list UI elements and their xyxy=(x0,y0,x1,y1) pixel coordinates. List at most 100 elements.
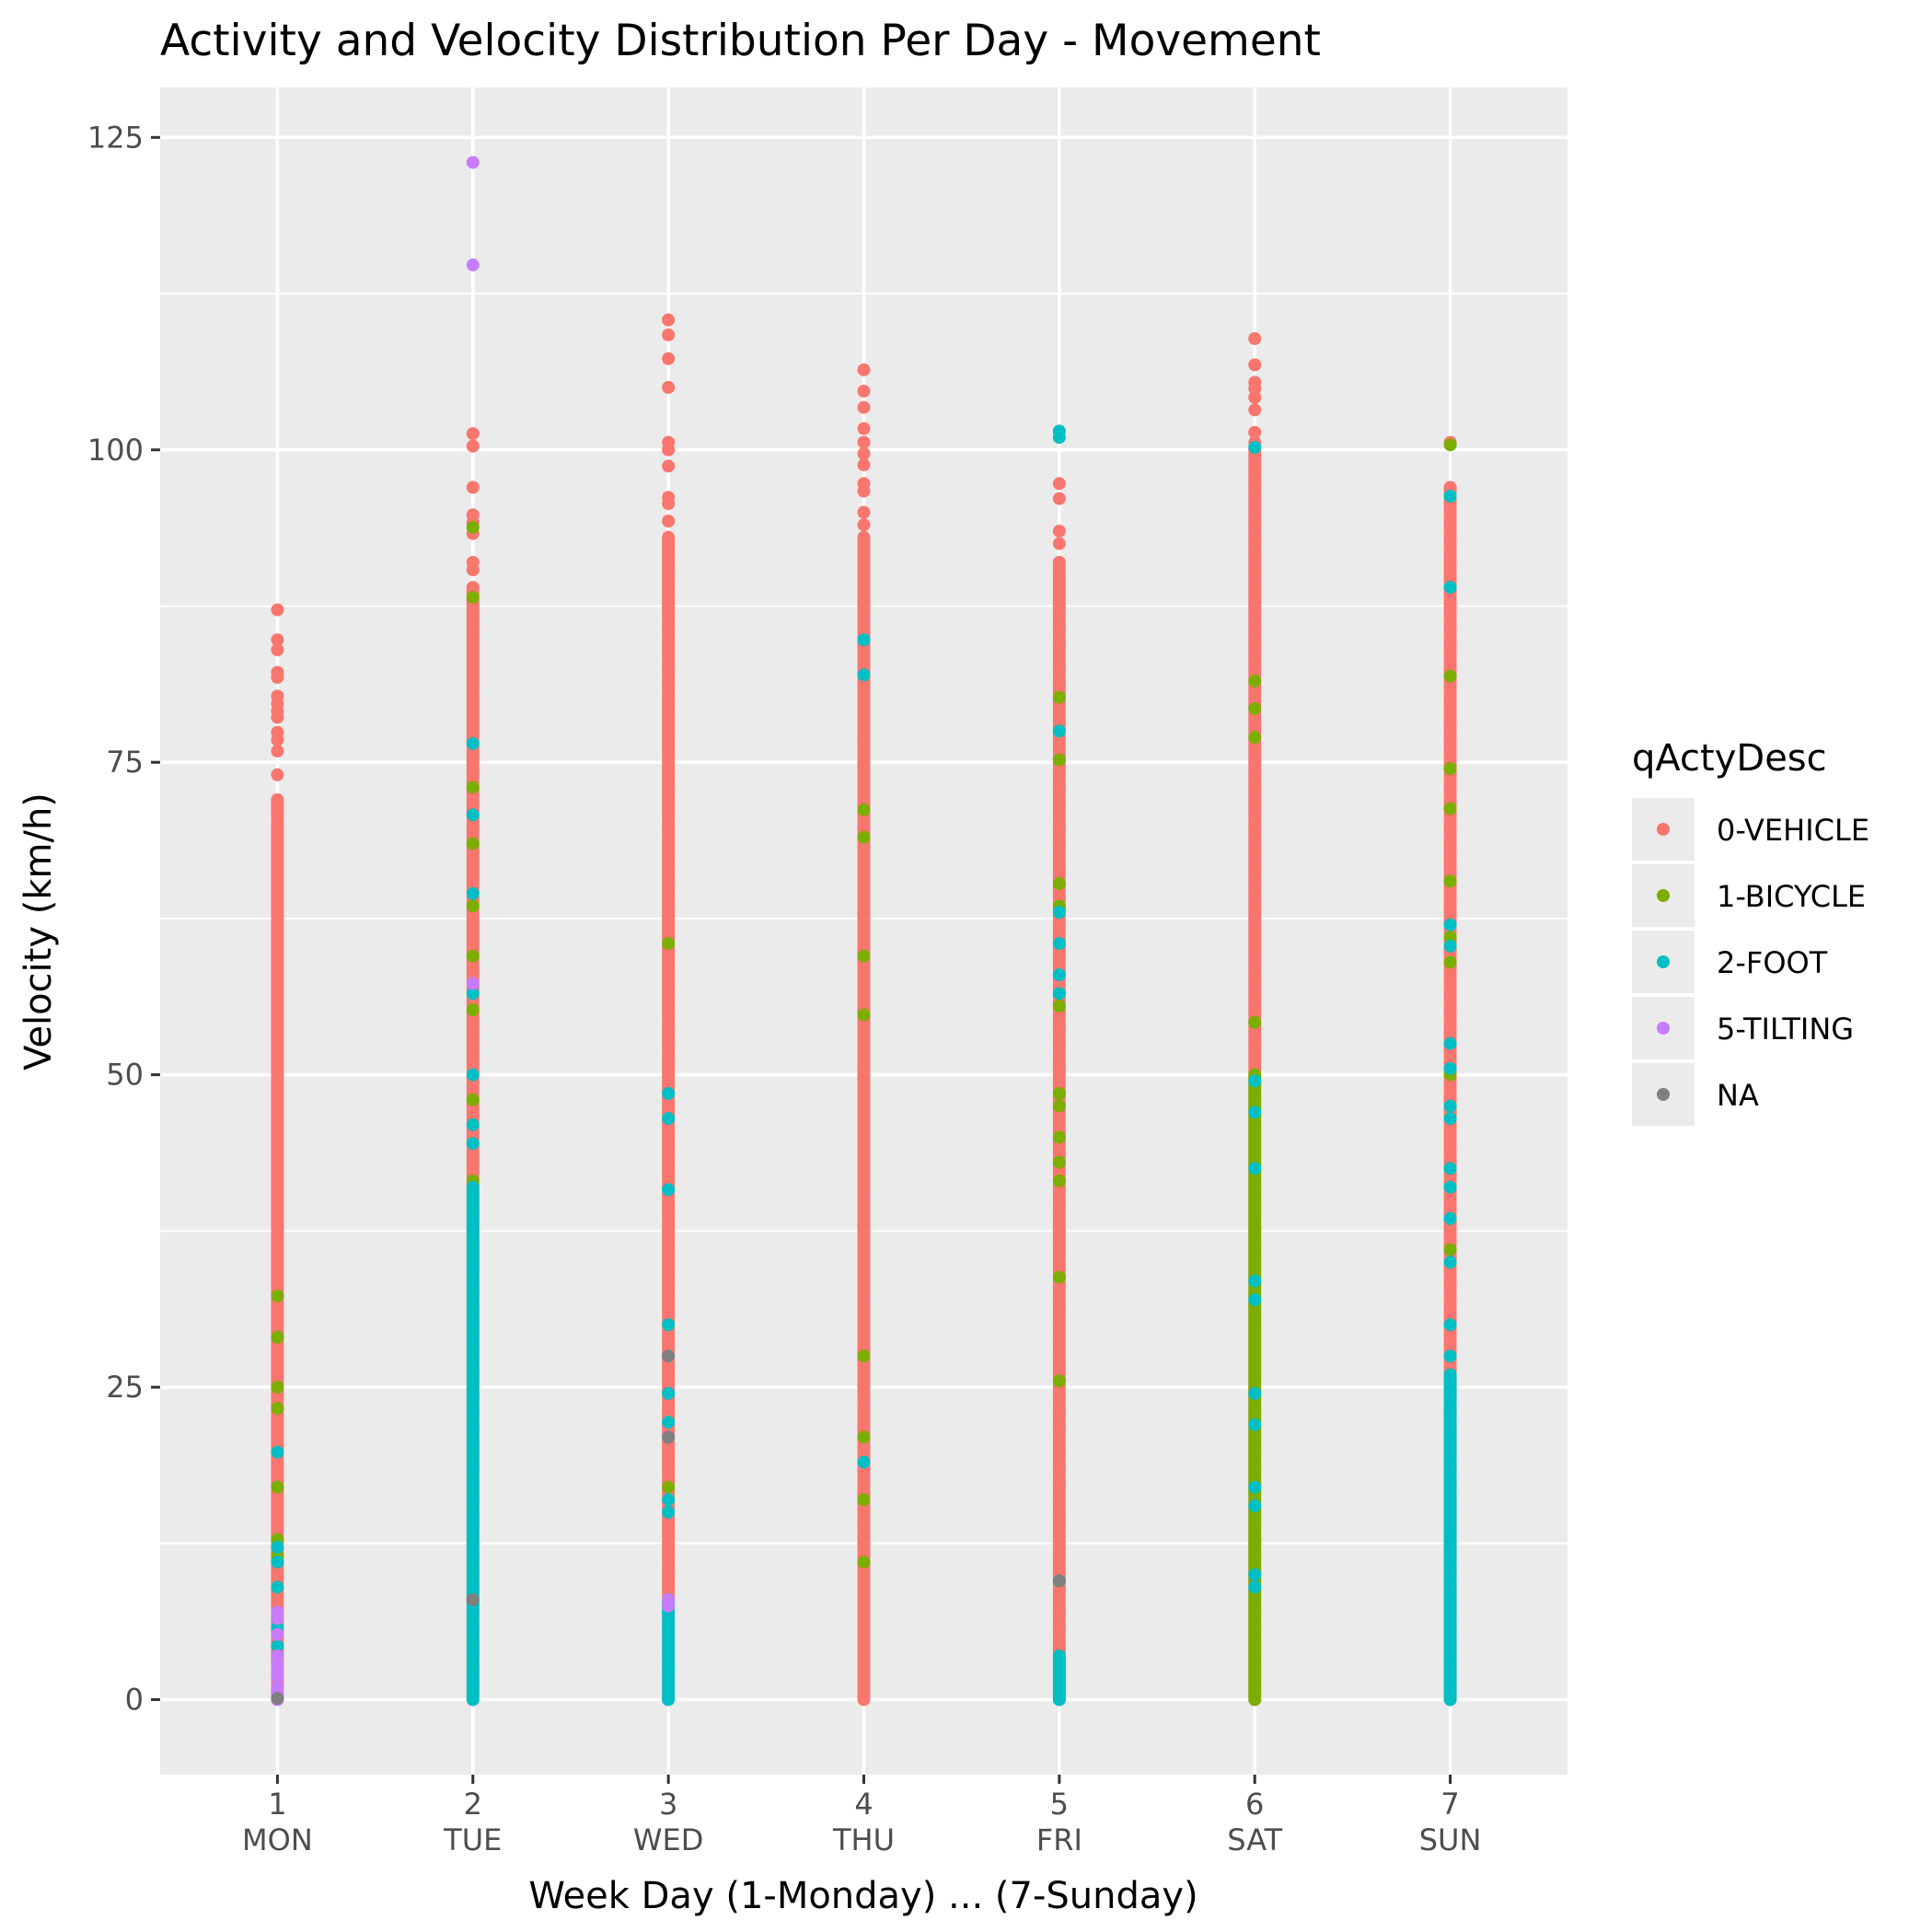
data-point xyxy=(1052,937,1066,951)
x-tick-label: 7 xyxy=(1440,1787,1459,1822)
data-point xyxy=(857,1430,871,1444)
data-point xyxy=(1443,802,1457,816)
data-point xyxy=(466,977,480,990)
data-point xyxy=(1248,1105,1262,1119)
data-point xyxy=(662,380,676,394)
data-point xyxy=(1052,1155,1066,1169)
data-point xyxy=(271,1330,284,1344)
data-point xyxy=(1052,555,1066,569)
data-point xyxy=(857,384,871,398)
data-point xyxy=(662,1112,676,1126)
data-point xyxy=(466,808,480,822)
data-point xyxy=(857,1349,871,1363)
x-tick-label: 5 xyxy=(1050,1787,1069,1822)
data-point xyxy=(466,899,480,913)
data-point xyxy=(271,1289,284,1302)
data-point xyxy=(857,633,871,647)
data-point xyxy=(271,744,284,758)
data-point xyxy=(1248,1568,1262,1581)
data-point xyxy=(466,427,480,441)
data-point xyxy=(1443,1180,1457,1194)
data-point xyxy=(1052,906,1066,920)
legend-label: 5-TILTING xyxy=(1717,1012,1854,1047)
series-NA xyxy=(271,1349,1066,1706)
data-point xyxy=(466,781,480,794)
data-point xyxy=(1443,1211,1457,1225)
data-point xyxy=(466,581,480,595)
x-axis-title: Week Day (1-Monday) ... (7-Sunday) xyxy=(528,1875,1197,1917)
data-point xyxy=(1052,1174,1066,1188)
data-point xyxy=(1443,1099,1457,1113)
data-point xyxy=(271,711,284,724)
x-tick-day-label: THU xyxy=(832,1822,895,1857)
x-tick-label: 3 xyxy=(659,1787,677,1822)
data-point xyxy=(271,1580,284,1594)
data-point xyxy=(1052,1270,1066,1284)
data-point xyxy=(1052,1574,1066,1588)
data-point xyxy=(662,1183,676,1197)
data-point xyxy=(662,497,676,511)
data-point xyxy=(466,1068,480,1082)
data-point xyxy=(271,1639,284,1653)
data-point xyxy=(1248,425,1262,439)
data-point xyxy=(662,937,676,951)
data-point xyxy=(1443,489,1457,503)
data-point xyxy=(1443,1243,1457,1256)
data-point xyxy=(271,1445,284,1459)
data-point xyxy=(271,1692,284,1706)
data-point xyxy=(857,1556,871,1569)
data-point xyxy=(466,156,480,169)
data-point xyxy=(271,1480,284,1494)
data-point xyxy=(466,439,480,453)
series-2-FOOT xyxy=(271,424,1457,1706)
data-point xyxy=(271,670,284,684)
data-point xyxy=(1248,1580,1262,1594)
data-point xyxy=(662,328,676,341)
data-point xyxy=(1248,731,1262,745)
data-point xyxy=(662,530,676,544)
legend-key-dot xyxy=(1657,1022,1670,1035)
x-tick-label: 6 xyxy=(1245,1787,1264,1822)
data-point xyxy=(271,792,284,806)
legend-key-dot xyxy=(1657,955,1670,968)
data-point xyxy=(1443,955,1457,969)
data-point xyxy=(466,1003,480,1017)
data-point xyxy=(1443,1061,1457,1075)
data-point xyxy=(271,603,284,617)
data-point xyxy=(662,459,676,473)
data-point xyxy=(662,1599,676,1613)
data-point xyxy=(466,258,480,272)
data-point xyxy=(857,363,871,376)
chart-title: Activity and Velocity Distribution Per D… xyxy=(160,16,1321,66)
legend-label: 1-BICYCLE xyxy=(1717,879,1866,914)
data-point xyxy=(1248,674,1262,688)
data-point xyxy=(466,1093,480,1106)
data-point xyxy=(1248,331,1262,345)
x-tick-label: 1 xyxy=(268,1787,286,1822)
data-point xyxy=(1443,1255,1457,1269)
data-point xyxy=(1443,939,1457,953)
data-point xyxy=(1248,701,1262,715)
x-tick-day-label: FRI xyxy=(1036,1822,1082,1857)
data-point xyxy=(1248,1499,1262,1513)
data-point xyxy=(466,563,480,577)
data-point xyxy=(1052,999,1066,1012)
data-point xyxy=(857,803,871,816)
data-point xyxy=(1248,1480,1262,1494)
data-point xyxy=(466,1592,480,1606)
data-point xyxy=(271,1402,284,1416)
data-point xyxy=(857,830,871,844)
data-point xyxy=(662,1087,676,1101)
legend-key-dot xyxy=(1657,823,1670,836)
data-point xyxy=(271,768,284,781)
data-point xyxy=(1248,441,1262,455)
legend-label: NA xyxy=(1717,1078,1759,1113)
data-point xyxy=(857,446,871,460)
y-axis-title: Velocity (km/h) xyxy=(17,792,60,1070)
data-point xyxy=(662,515,676,528)
data-point xyxy=(1248,403,1262,417)
x-tick-label: 4 xyxy=(854,1787,873,1822)
data-point xyxy=(466,736,480,750)
data-point xyxy=(662,1430,676,1444)
